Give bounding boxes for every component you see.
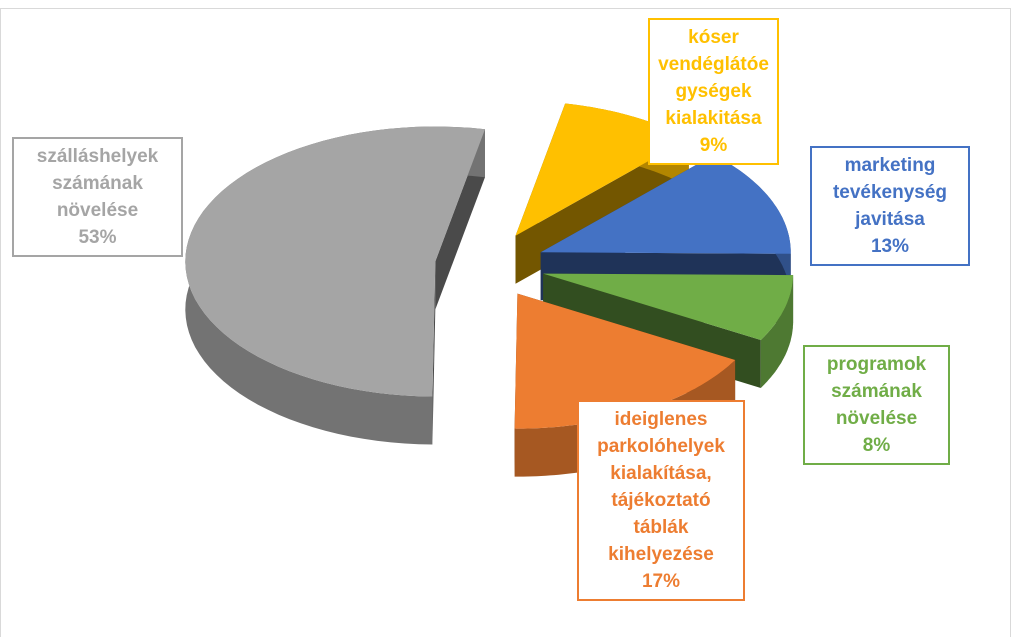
label-name: ideiglenes parkolóhelyek kialakítása, tá… (597, 409, 725, 565)
label-name: szálláshelyek számának növelése (36, 146, 159, 221)
label-name: kóser vendéglátóegységek kialakitása (658, 27, 769, 129)
data-label: programok számának növelése 8% (803, 345, 950, 465)
data-label: szálláshelyek számának növelése 53% (12, 137, 183, 257)
label-value: 53% (78, 227, 117, 248)
slice-top (515, 103, 689, 236)
slice (515, 103, 689, 284)
label-value: 13% (870, 236, 910, 257)
slice-top (543, 273, 794, 340)
slice (185, 126, 486, 445)
label-name: marketing tevékenység javitása (832, 155, 948, 230)
slice-top (540, 154, 791, 254)
data-label: ideiglenes parkolóhelyek kialakítása, tá… (577, 400, 745, 601)
slice-top (185, 126, 486, 397)
label-value: 17% (641, 571, 681, 592)
label-name: programok számának növelése (826, 354, 927, 429)
label-value: 9% (699, 135, 728, 156)
label-value: 8% (862, 435, 891, 456)
data-label: kóser vendéglátóegységek kialakitása 9% (648, 18, 779, 165)
chart-frame (0, 8, 1011, 637)
data-label: marketing tevékenység javitása 13% (810, 146, 970, 266)
slice-wall (432, 261, 436, 445)
slice-side (760, 275, 794, 388)
slice-top (514, 293, 736, 429)
